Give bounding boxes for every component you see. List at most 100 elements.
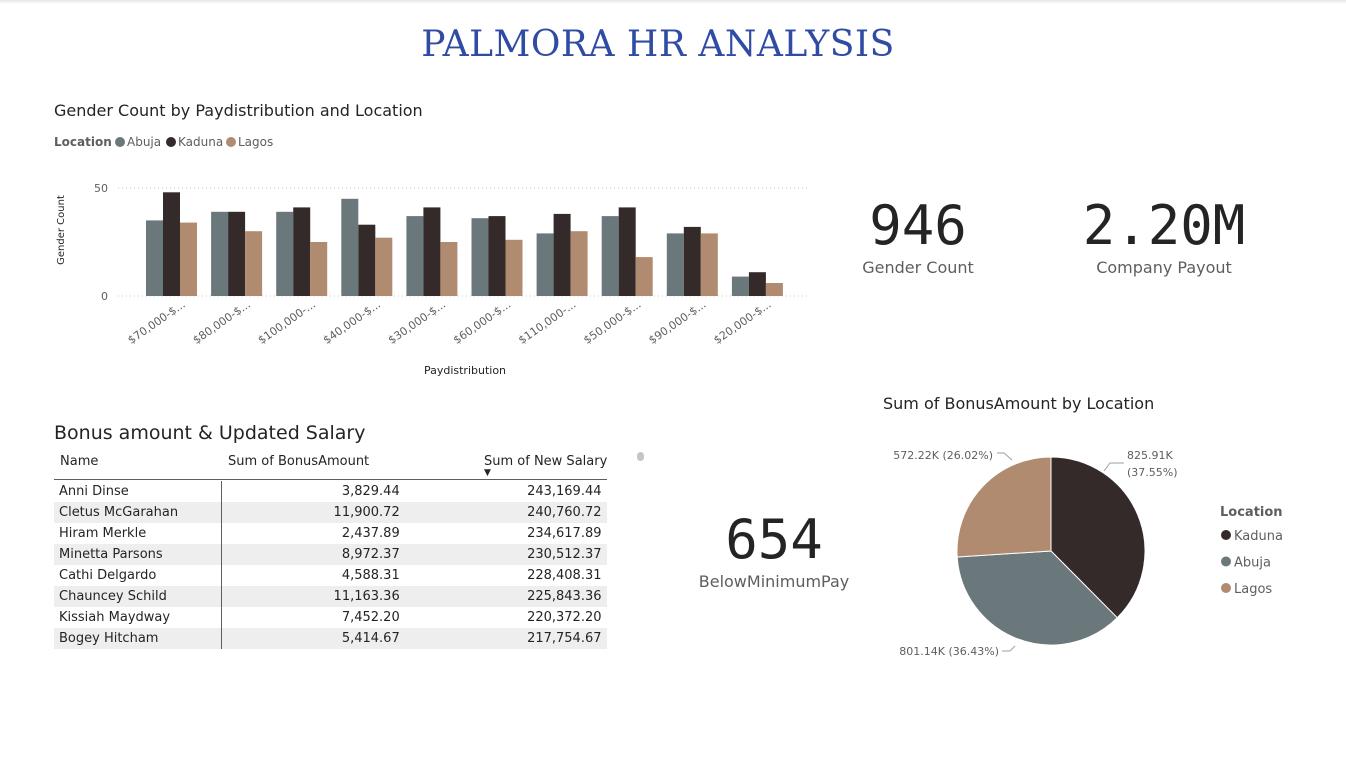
below-minimum-pay-card: 654 BelowMinimumPay [694, 510, 854, 592]
bar-abuja[interactable] [406, 216, 424, 296]
company-payout-label: Company Payout [1096, 258, 1232, 277]
table-row[interactable]: Minetta Parsons 8,972.37 230,512.37 [54, 544, 607, 565]
gender-count-card: 946 Gender Count [838, 194, 998, 278]
bar-kaduna[interactable] [423, 207, 441, 296]
pie-slice-kaduna[interactable] [1050, 456, 1146, 619]
bar-abuja[interactable] [211, 211, 229, 296]
bar-abuja[interactable] [731, 276, 749, 296]
y-tick-label: 50 [94, 182, 108, 195]
row-salary-cell: 240,760.72 [404, 502, 607, 523]
bar-abuja[interactable] [536, 233, 554, 296]
bar-legend[interactable]: Location Abuja Kaduna Lagos [54, 135, 273, 149]
column-header-new-salary[interactable]: Sum of New Salary [484, 454, 608, 469]
table-row[interactable]: Cletus McGarahan 11,900.72 240,760.72 [54, 502, 607, 523]
pie-leader-line [997, 452, 1013, 461]
bar-kaduna[interactable] [748, 272, 766, 296]
bar-abuja[interactable] [341, 198, 359, 296]
row-salary-cell: 228,408.31 [527, 568, 602, 583]
pie-data-label-abuja: 801.14K (36.43%) [899, 645, 999, 658]
x-tick-label: $20,000-$... [711, 298, 773, 347]
bar-kaduna[interactable] [618, 207, 636, 296]
y-axis-label: Gender Count [56, 195, 67, 265]
row-bonus-cell: 3,829.44 [341, 484, 400, 499]
bar-kaduna[interactable] [488, 216, 506, 296]
x-tick-label: $100,000-... [256, 298, 318, 347]
bar-lagos[interactable] [505, 239, 523, 296]
bar-lagos[interactable] [635, 257, 653, 296]
bar-lagos[interactable] [765, 283, 783, 296]
bar-kaduna[interactable] [358, 224, 376, 296]
row-name-cell: Hiram Merkle [54, 523, 222, 544]
x-tick-label: $50,000-$... [581, 298, 643, 347]
column-header-bonus[interactable]: Sum of BonusAmount [228, 454, 370, 469]
row-name-cell: Cathi Delgardo [54, 565, 222, 586]
top-shadow-bar [0, 0, 1346, 4]
sort-descending-icon[interactable]: ▼ [484, 468, 491, 478]
x-tick-label: $40,000-$... [321, 298, 383, 347]
bar-abuja[interactable] [601, 216, 619, 296]
bar-lagos[interactable] [700, 233, 718, 296]
bar-kaduna[interactable] [553, 213, 571, 296]
row-name-cell: Minetta Parsons [54, 544, 222, 565]
legend-marker-abuja[interactable] [115, 137, 125, 147]
bar-chart[interactable]: Location Abuja Kaduna Lagos 0 50 Gender Count $… [0, 0, 840, 390]
below-minimum-pay-label: BelowMinimumPay [698, 572, 850, 591]
table-row[interactable]: Bogey Hitcham 5,414.67 217,754.67 [54, 628, 607, 649]
bar-kaduna[interactable] [293, 207, 311, 296]
table-row[interactable]: Cathi Delgardo 4,588.31 228,408.31 [54, 565, 607, 586]
bar-lagos[interactable] [245, 231, 263, 296]
row-bonus-cell: 8,972.37 [221, 544, 405, 565]
table-row[interactable]: Chauncey Schild 11,163.36 225,843.36 [54, 586, 607, 607]
legend-label-kaduna: Kaduna [178, 135, 223, 149]
legend-label-abuja: Abuja [127, 135, 161, 149]
legend-title: Location [54, 135, 112, 149]
row-name-cell: Chauncey Schild [54, 586, 222, 607]
pie-chart-title: Sum of BonusAmount by Location [883, 394, 1155, 413]
row-salary-cell: 217,754.67 [404, 628, 607, 649]
row-salary-cell: 225,843.36 [404, 586, 607, 607]
bonus-salary-table: Anni Dinse 3,829.44 243,169.44 Cletus McGar… [54, 481, 607, 649]
bar-lagos[interactable] [570, 231, 588, 296]
table-row[interactable]: Hiram Merkle 2,437.89 234,617.89 [54, 523, 607, 544]
pie-slice-abuja[interactable] [956, 550, 1118, 646]
bar-kaduna[interactable] [228, 211, 246, 296]
pie-legend-title: Location [1220, 505, 1283, 520]
row-bonus-cell: 2,437.89 [341, 526, 400, 541]
bar-lagos[interactable] [375, 237, 393, 296]
row-bonus-cell: 11,900.72 [221, 502, 405, 523]
x-tick-label: $60,000-$... [451, 298, 513, 347]
gender-count-value: 946 [869, 194, 967, 257]
pie-legend-marker-kaduna[interactable] [1221, 530, 1231, 540]
pie-legend[interactable]: Location Kaduna Abuja Lagos [1220, 505, 1283, 597]
bar-kaduna[interactable] [683, 226, 701, 296]
row-salary-cell: 234,617.89 [527, 526, 602, 541]
x-tick-label: $110,000-... [516, 298, 578, 347]
table-row[interactable]: Kissiah Maydway 7,452.20 220,372.20 [54, 607, 607, 628]
row-bonus-cell: 11,163.36 [221, 586, 405, 607]
bar-lagos[interactable] [440, 242, 458, 296]
company-payout-card: 2.20M Company Payout [1064, 196, 1264, 278]
legend-marker-lagos[interactable] [226, 137, 236, 147]
legend-marker-kaduna[interactable] [166, 137, 176, 147]
pie-legend-marker-abuja[interactable] [1221, 556, 1231, 567]
bar-lagos[interactable] [180, 222, 197, 296]
row-name-cell: Kissiah Maydway [54, 607, 222, 628]
x-tick-label: $30,000-$... [386, 298, 448, 347]
row-salary-cell: 243,169.44 [527, 484, 602, 499]
pie-legend-marker-lagos[interactable] [1221, 583, 1231, 593]
bar-abuja[interactable] [146, 220, 163, 296]
pie-slice-lagos[interactable] [956, 456, 1052, 558]
x-tick-label: $70,000-$... [125, 298, 187, 347]
table-row[interactable]: Anni Dinse 3,829.44 243,169.44 [54, 481, 607, 502]
scrollbar-handle[interactable] [637, 452, 644, 461]
bar-abuja[interactable] [276, 211, 294, 296]
column-header-name[interactable]: Name [60, 454, 99, 469]
bar-kaduna[interactable] [163, 192, 180, 296]
pie-data-label-lagos: 572.22K (26.02%) [893, 449, 993, 462]
row-name-cell: Anni Dinse [54, 481, 222, 502]
x-tick-label: $80,000-$... [191, 298, 253, 347]
bar-chart-title: Gender Count by Paydistribution and Loca… [54, 101, 423, 120]
bar-abuja[interactable] [471, 218, 489, 296]
bar-abuja[interactable] [666, 233, 684, 296]
bar-lagos[interactable] [310, 242, 328, 296]
